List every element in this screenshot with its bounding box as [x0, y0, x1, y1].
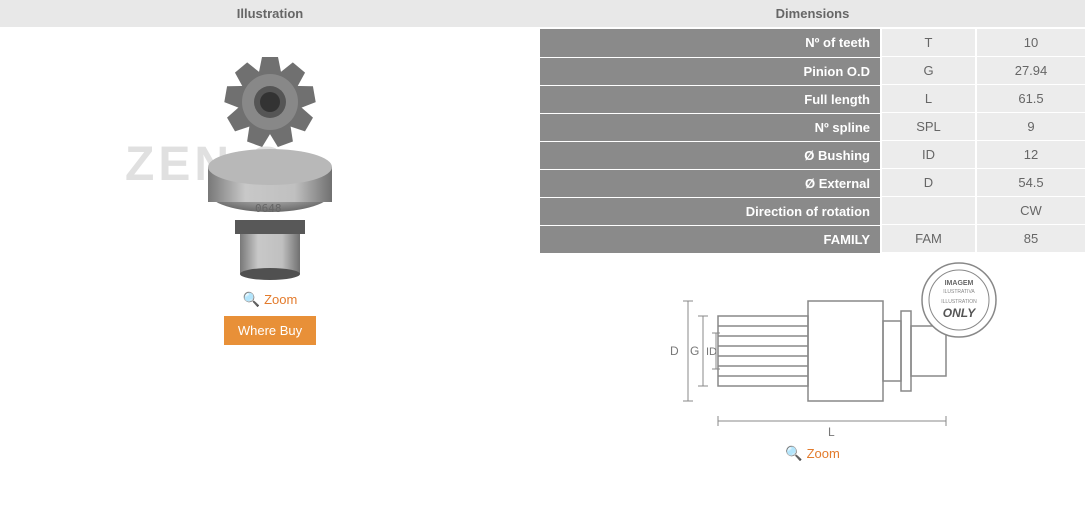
spec-row: Ø BushingID12 — [540, 141, 1085, 169]
spec-row: FAMILYFAM85 — [540, 225, 1085, 253]
spec-value: 12 — [975, 141, 1085, 169]
spec-value: 85 — [975, 225, 1085, 253]
product-image: ZEN S. — [155, 37, 385, 287]
spec-label: Ø Bushing — [540, 141, 880, 169]
spec-row: Nº splineSPL9 — [540, 113, 1085, 141]
spec-row: Ø ExternalD54.5 — [540, 169, 1085, 197]
spec-label: Ø External — [540, 169, 880, 197]
spec-label: Nº of teeth — [540, 29, 880, 57]
spec-code: T — [880, 29, 975, 57]
spec-value: 61.5 — [975, 85, 1085, 113]
svg-text:ONLY: ONLY — [942, 306, 975, 320]
dimensions-header: Dimensions — [540, 0, 1085, 27]
spec-code: ID — [880, 141, 975, 169]
diagram-label-l: L — [828, 425, 835, 439]
where-buy-button[interactable]: Where Buy — [224, 316, 316, 345]
spec-code: D — [880, 169, 975, 197]
dimensions-column: Dimensions Nº of teethT10Pinion O.DG27.9… — [540, 0, 1085, 462]
svg-text:IMAGEM: IMAGEM — [944, 280, 973, 287]
technical-diagram: D G ID L IMAGEM ILUSTRATIVA ILLUSTRATION… — [628, 261, 998, 441]
spec-value: CW — [975, 197, 1085, 225]
spec-code: SPL — [880, 113, 975, 141]
diagram-label-d: D — [670, 344, 679, 358]
spec-row: Direction of rotation CW — [540, 197, 1085, 225]
spec-value: 27.94 — [975, 57, 1085, 85]
diagram-area: D G ID L IMAGEM ILUSTRATIVA ILLUSTRATION… — [540, 261, 1085, 462]
svg-text:ILLUSTRATION: ILLUSTRATION — [941, 299, 977, 305]
spec-label: Direction of rotation — [540, 197, 880, 225]
svg-text:ILUSTRATIVA: ILUSTRATIVA — [943, 289, 975, 295]
spec-value: 10 — [975, 29, 1085, 57]
product-gear-svg: 0648 — [180, 42, 360, 282]
zoom-icon: 🔍 — [785, 445, 802, 462]
spec-value: 54.5 — [975, 169, 1085, 197]
spec-row: Full lengthL61.5 — [540, 85, 1085, 113]
diagram-label-g: G — [690, 344, 699, 358]
spec-row: Nº of teethT10 — [540, 29, 1085, 57]
spec-label: Full length — [540, 85, 880, 113]
zoom-link-left[interactable]: 🔍 Zoom — [243, 291, 298, 308]
spec-table: Nº of teethT10Pinion O.DG27.94Full lengt… — [540, 29, 1085, 253]
zoom-label-left: Zoom — [264, 292, 297, 307]
spec-row: Pinion O.DG27.94 — [540, 57, 1085, 85]
spec-label: Nº spline — [540, 113, 880, 141]
zoom-label-right: Zoom — [807, 446, 840, 461]
product-image-area: ZEN S. — [0, 27, 540, 355]
spec-code: FAM — [880, 225, 975, 253]
illustration-only-badge: IMAGEM ILUSTRATIVA ILLUSTRATION ONLY — [920, 261, 998, 342]
illustration-column: Illustration ZEN S. — [0, 0, 540, 462]
spec-value: 9 — [975, 113, 1085, 141]
illustration-header: Illustration — [0, 0, 540, 27]
spec-code — [880, 197, 975, 225]
zoom-link-right[interactable]: 🔍 Zoom — [785, 445, 840, 462]
spec-code: G — [880, 57, 975, 85]
diagram-label-id: ID — [706, 346, 717, 358]
spec-label: Pinion O.D — [540, 57, 880, 85]
zoom-icon: 🔍 — [243, 291, 260, 308]
spec-label: FAMILY — [540, 225, 880, 253]
spec-code: L — [880, 85, 975, 113]
svg-text:0648: 0648 — [255, 202, 282, 215]
